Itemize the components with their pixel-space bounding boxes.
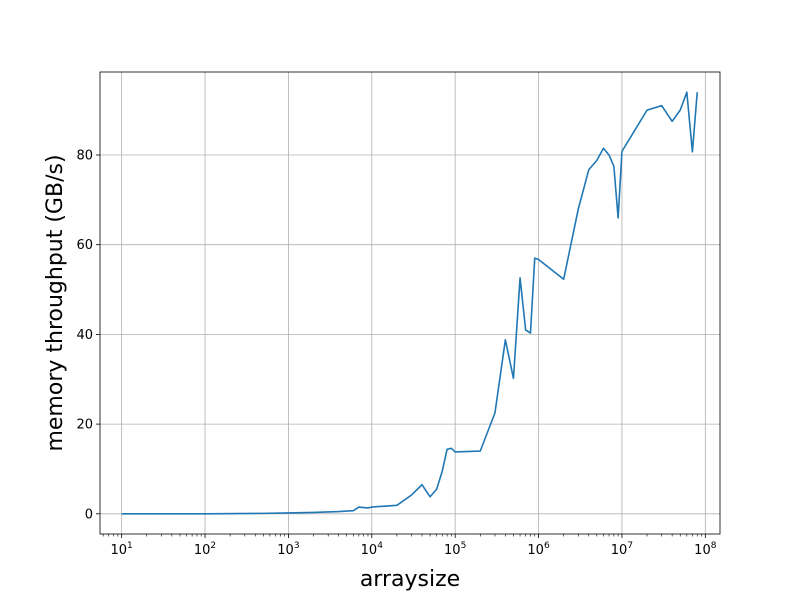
y-tick-label: 20 bbox=[76, 418, 93, 433]
y-tick-label: 40 bbox=[76, 328, 93, 343]
x-tick-label: 101 bbox=[111, 541, 133, 558]
x-tick-label: 102 bbox=[194, 541, 216, 558]
plot-frame bbox=[99, 71, 721, 535]
x-tick-label: 104 bbox=[361, 541, 384, 558]
y-tick-label: 80 bbox=[76, 148, 93, 163]
x-tick-label: 105 bbox=[444, 541, 466, 558]
x-tick-label: 108 bbox=[694, 541, 717, 558]
y-axis-label: memory throughput (GB/s) bbox=[43, 154, 68, 451]
x-tick-label: 106 bbox=[527, 541, 550, 558]
grid bbox=[100, 72, 720, 534]
series-layer bbox=[121, 91, 699, 515]
series-line bbox=[121, 91, 699, 515]
y-tick-label: 0 bbox=[85, 507, 93, 522]
y-tick-label: 60 bbox=[76, 238, 93, 253]
x-tick-label: 107 bbox=[611, 541, 633, 558]
x-tick-label: 103 bbox=[277, 541, 299, 558]
x-axis-label: arraysize bbox=[360, 567, 460, 592]
ticks: 101 102 103 104 105 106 107 108 0 20 40 60 80 bbox=[76, 148, 716, 558]
